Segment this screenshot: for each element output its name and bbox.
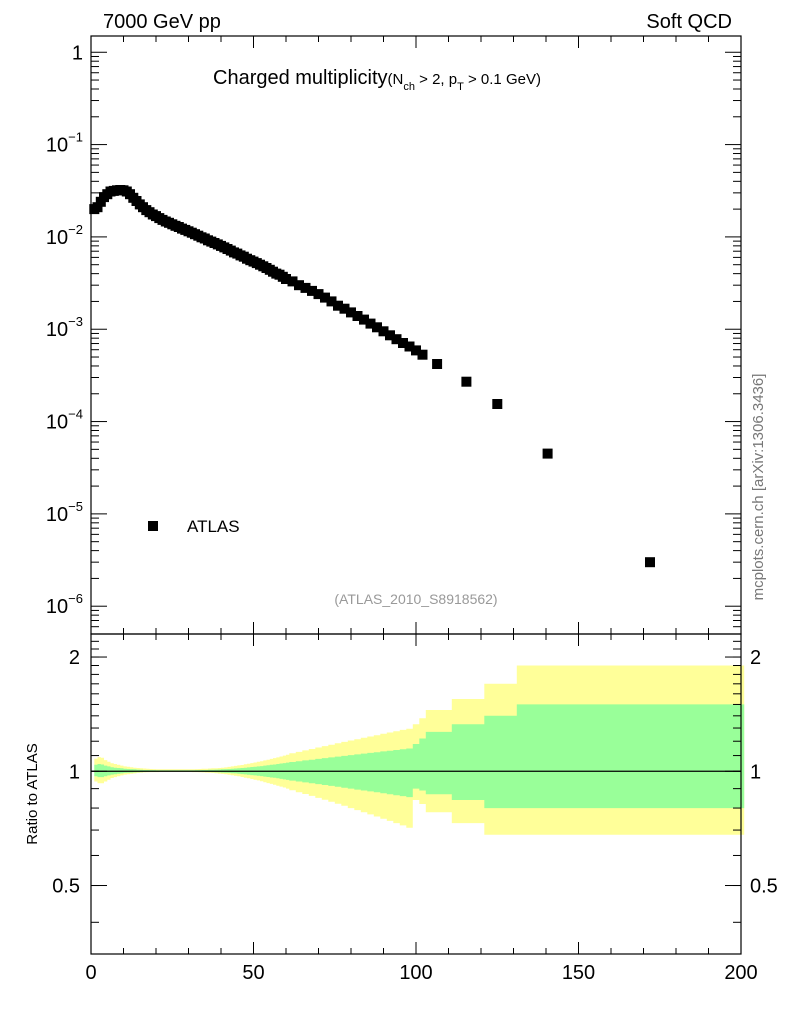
data-point (417, 349, 428, 360)
analysis-label: (ATLAS_2010_S8918562) (334, 591, 497, 607)
y-tick-label: 1 (72, 42, 83, 64)
energy-label: 7000 GeV pp (103, 11, 221, 33)
data-point (281, 274, 291, 284)
x-tick-label: 100 (399, 962, 432, 984)
y-tick-label: 10−4 (46, 407, 83, 434)
y-tick-label: 10−2 (46, 222, 83, 249)
data-point (287, 276, 298, 287)
x-tick-label: 150 (562, 962, 595, 984)
data-point (300, 282, 311, 293)
side-credit: mcplots.cern.ch [arXiv:1306.3436] (750, 374, 767, 601)
data-point (294, 280, 304, 291)
data-point (391, 334, 402, 345)
y-tick-label: 10−3 (46, 314, 83, 341)
y-tick-label-left: 1 (69, 761, 80, 783)
data-point (313, 289, 324, 300)
y-tick-label-left: 2 (69, 647, 80, 669)
data-point (404, 341, 415, 352)
data-point (326, 296, 337, 307)
data-point (352, 311, 363, 321)
data-point (398, 338, 408, 348)
data-point (307, 285, 317, 296)
y-tick-label: 10−5 (46, 499, 83, 526)
y-tick-label-right: 0.5 (750, 876, 778, 898)
y-tick-label-right: 2 (750, 647, 761, 669)
main-panel: 1 10−1 10−2 10−3 10−4 10−5 10−6 Charged multip… (46, 35, 742, 635)
data-point (385, 330, 395, 341)
y-tick-label-right: 1 (750, 761, 761, 783)
data-point (346, 307, 356, 318)
data-point (645, 557, 655, 568)
ratio-panel: 0 50 100 150 200 2 2 1 1 0.5 0.5 Ratio to ATLAS (24, 633, 778, 984)
chart-title: Charged multiplicity(Nch > 2, pT > 0.1 G… (213, 67, 541, 93)
data-point (320, 292, 330, 303)
y-tick-label: 10−1 (46, 130, 83, 157)
category-label: Soft QCD (646, 11, 732, 33)
legend-label: ATLAS (187, 517, 240, 536)
inner-band (94, 704, 745, 809)
y-tick-label: 10−6 (46, 591, 83, 618)
data-point (365, 318, 376, 329)
data-point (432, 359, 443, 369)
data-point (411, 345, 421, 356)
data-point (372, 322, 382, 333)
data-point (492, 399, 503, 409)
data-point (92, 202, 103, 213)
main-frame (90, 35, 742, 635)
legend: ATLAS (148, 517, 240, 536)
data-point (378, 326, 389, 337)
y-tick-label-left: 0.5 (52, 876, 80, 898)
x-tick-label: 0 (85, 962, 96, 984)
data-point (339, 303, 350, 314)
x-tick-label: 200 (724, 962, 757, 984)
x-tick-label: 50 (242, 962, 264, 984)
data-point (542, 448, 553, 459)
data-point (461, 376, 472, 387)
ratio-ylabel: Ratio to ATLAS (24, 743, 41, 844)
data-point (359, 314, 369, 325)
legend-marker (148, 521, 158, 531)
data-point (333, 300, 343, 311)
